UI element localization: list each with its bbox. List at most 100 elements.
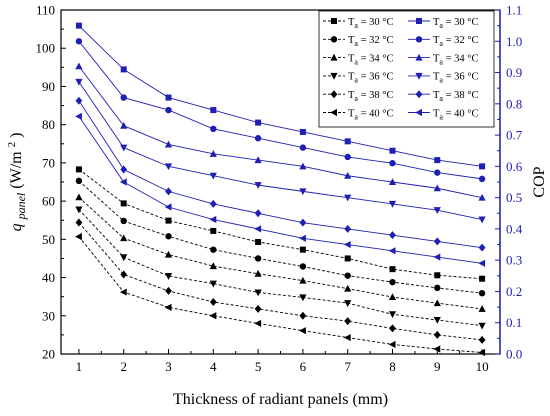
data-point xyxy=(255,239,262,246)
data-point xyxy=(433,207,441,214)
data-point xyxy=(209,262,217,270)
legend-entry: Ta = 40 °C xyxy=(408,108,478,121)
x-tick-label: 1 xyxy=(76,359,83,374)
series-qpanel-0 xyxy=(75,166,486,282)
x-tick-label: 3 xyxy=(165,359,172,374)
data-point xyxy=(433,316,441,324)
data-point xyxy=(165,233,172,240)
data-point xyxy=(119,288,127,296)
left-y-tick-label: 40 xyxy=(42,270,55,285)
left-y-axis-title: q panel (W/m 2 ) xyxy=(2,133,29,232)
data-point xyxy=(255,119,262,126)
data-point xyxy=(209,298,217,307)
legend-entry: Ta = 34 °C xyxy=(323,53,393,66)
data-point xyxy=(254,304,262,313)
left-y-axis-unit-open: (W/m xyxy=(8,151,25,189)
data-point xyxy=(478,175,486,183)
data-point xyxy=(479,275,486,282)
data-point xyxy=(75,166,82,173)
left-y-tick-label: 110 xyxy=(36,3,55,18)
data-point xyxy=(344,194,352,202)
legend: Ta = 30 °C Ta = 32 °C Ta = 34 °C Ta = 36 °C… xyxy=(318,10,495,128)
series-line xyxy=(78,100,483,249)
data-point xyxy=(120,144,128,152)
data-point xyxy=(209,172,217,180)
data-point xyxy=(433,237,441,246)
right-y-axis-title: COP xyxy=(531,166,548,197)
data-point xyxy=(434,272,441,279)
right-y-tick-label: 0.4 xyxy=(506,221,523,236)
legend-label: Ta = 40 °C xyxy=(348,108,393,121)
data-point xyxy=(299,263,307,270)
right-y-tick-label: 0.3 xyxy=(506,253,522,268)
data-point xyxy=(254,182,262,189)
data-point xyxy=(344,153,351,161)
data-point xyxy=(389,266,396,273)
data-point xyxy=(344,300,352,307)
data-point xyxy=(254,255,262,262)
data-point xyxy=(75,177,83,185)
legend-label: Ta = 30 °C xyxy=(433,17,478,30)
data-point xyxy=(344,272,351,279)
x-tick-label: 9 xyxy=(434,359,441,374)
legend-entry: Ta = 38 °C xyxy=(408,90,478,103)
x-tick-label: 4 xyxy=(210,359,217,374)
data-point xyxy=(164,203,172,211)
left-y-tick-label: 50 xyxy=(42,232,55,247)
left-y-tick-label: 30 xyxy=(42,308,55,323)
legend-label: Ta = 36 °C xyxy=(433,72,478,85)
left-y-tick-label: 80 xyxy=(42,117,55,132)
data-point xyxy=(210,125,217,133)
data-point xyxy=(75,112,82,120)
series-line xyxy=(78,196,483,310)
data-point xyxy=(210,107,217,114)
data-point xyxy=(478,216,486,224)
x-tick-label: 2 xyxy=(120,359,127,374)
data-point xyxy=(120,165,128,174)
legend-label: Ta = 38 °C xyxy=(433,90,478,103)
data-point xyxy=(388,340,396,349)
data-point xyxy=(254,209,262,218)
data-point xyxy=(299,234,306,242)
data-point xyxy=(433,253,441,261)
series-line xyxy=(78,209,483,327)
data-point xyxy=(388,178,397,185)
series-line xyxy=(78,25,483,167)
data-point xyxy=(164,303,172,311)
data-point xyxy=(433,184,441,192)
legend-marker xyxy=(330,90,338,99)
data-point xyxy=(388,293,397,301)
data-point xyxy=(209,215,217,224)
series-line xyxy=(78,66,483,199)
data-point xyxy=(433,299,441,307)
data-point xyxy=(388,311,397,319)
data-point xyxy=(120,121,128,129)
series-qpanel-1 xyxy=(75,177,486,297)
legend-entry: Ta = 30 °C xyxy=(323,17,393,30)
data-point xyxy=(164,273,173,280)
data-point xyxy=(209,280,217,288)
data-point xyxy=(210,227,217,234)
data-point xyxy=(478,259,486,267)
series-line xyxy=(78,169,483,280)
series-line xyxy=(78,40,483,180)
data-point xyxy=(478,290,486,297)
data-point xyxy=(478,305,486,312)
right-y-tick-label: 0.8 xyxy=(506,96,522,111)
legend-entry: Ta = 32 °C xyxy=(323,35,393,48)
data-point xyxy=(75,78,83,86)
data-point xyxy=(343,240,351,249)
data-point xyxy=(120,217,127,225)
legend-marker xyxy=(330,36,338,43)
legend-marker xyxy=(415,72,423,80)
data-point xyxy=(120,200,127,207)
data-point xyxy=(299,128,306,135)
x-tick-label: 6 xyxy=(300,359,307,374)
series-cop-7 xyxy=(75,38,486,183)
legend-marker xyxy=(330,53,338,61)
x-tick-label: 7 xyxy=(344,359,351,374)
data-point xyxy=(164,250,173,258)
legend-label: Ta = 34 °C xyxy=(433,53,478,66)
series-line xyxy=(78,236,483,353)
data-point xyxy=(209,312,217,320)
